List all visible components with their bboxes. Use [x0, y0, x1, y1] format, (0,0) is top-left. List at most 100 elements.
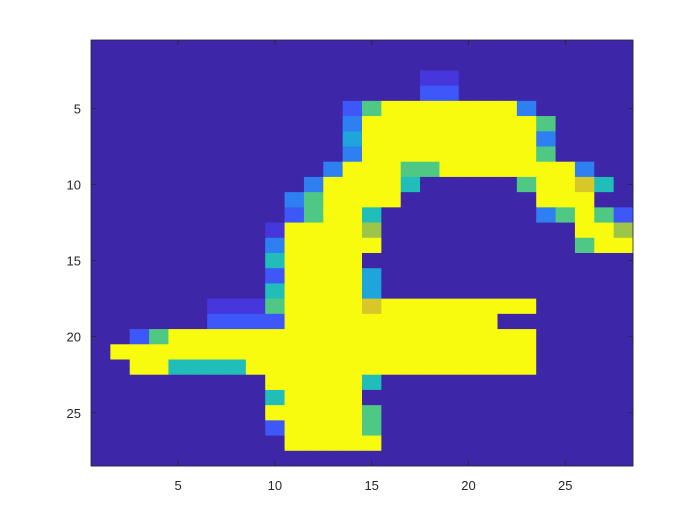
heatmap-cell	[400, 207, 421, 223]
heatmap-cell	[323, 237, 344, 254]
heatmap-cell	[458, 329, 479, 345]
heatmap-cell	[362, 131, 382, 147]
heatmap-cell	[458, 344, 479, 360]
heatmap-cell	[594, 192, 615, 208]
heatmap-cell	[497, 70, 518, 87]
heatmap-cell	[91, 207, 111, 223]
heatmap-cell	[594, 131, 615, 147]
heatmap-cell	[149, 420, 169, 436]
heatmap-cell	[420, 313, 440, 330]
heatmap-cell	[594, 374, 615, 391]
heatmap-cell	[497, 176, 518, 193]
heatmap-cell	[516, 207, 537, 223]
heatmap-cell	[362, 161, 382, 178]
heatmap-cell	[536, 313, 556, 330]
heatmap-cell	[420, 222, 440, 239]
heatmap-cell	[555, 374, 576, 391]
heatmap-cell	[362, 359, 382, 376]
heatmap-cell	[226, 192, 247, 208]
heatmap-cell	[458, 253, 479, 269]
heatmap-cell	[420, 237, 440, 254]
heatmap-cell	[323, 389, 344, 406]
heatmap-cell	[149, 374, 169, 391]
heatmap-cell	[110, 85, 131, 102]
heatmap-cell	[420, 40, 440, 56]
heatmap-cell	[129, 329, 150, 345]
heatmap-cell	[265, 146, 285, 163]
heatmap-cell	[110, 55, 131, 71]
heatmap-cell	[536, 268, 556, 284]
heatmap-cell	[613, 374, 634, 391]
heatmap-cell	[536, 176, 556, 193]
heatmap-cell	[168, 116, 189, 132]
heatmap-cell	[362, 253, 382, 269]
heatmap-cell	[574, 420, 595, 436]
heatmap-cell	[265, 329, 285, 345]
heatmap-cell	[555, 359, 576, 376]
y-axis: 5 10 15 20 25	[67, 101, 633, 421]
heatmap-cell	[439, 131, 460, 147]
heatmap-cell	[420, 359, 440, 376]
heatmap-cell	[342, 253, 363, 269]
heatmap-cell	[149, 344, 169, 360]
heatmap-cell	[516, 176, 537, 193]
heatmap-cell	[420, 192, 440, 208]
heatmap-cell	[574, 298, 595, 315]
heatmap-cell	[342, 359, 363, 376]
heatmap-cell	[303, 313, 324, 330]
heatmap-cell	[323, 40, 344, 56]
heatmap-cell	[226, 359, 247, 376]
heatmap-cell	[574, 176, 595, 193]
heatmap-cell	[516, 192, 537, 208]
heatmap-cell	[303, 344, 324, 360]
heatmap-cell	[478, 374, 498, 391]
heatmap-cell	[381, 100, 402, 117]
heatmap-cell	[439, 313, 460, 330]
heatmap-cell	[574, 374, 595, 391]
x-tick-label: 15	[364, 478, 378, 493]
heatmap-cell	[458, 85, 479, 102]
heatmap-cell	[555, 70, 576, 87]
heatmap-cell	[536, 389, 556, 406]
heatmap-cell	[458, 313, 479, 330]
heatmap-cell	[439, 344, 460, 360]
heatmap-cell	[478, 192, 498, 208]
heatmap-cell	[420, 176, 440, 193]
heatmap-cell	[91, 435, 111, 452]
heatmap-cell	[284, 237, 305, 254]
heatmap-cell	[284, 70, 305, 87]
heatmap-cell	[187, 161, 208, 178]
heatmap-cell	[439, 237, 460, 254]
heatmap-cell	[207, 116, 227, 132]
heatmap-cell	[91, 253, 111, 269]
heatmap-cell	[265, 70, 285, 87]
heatmap-cell	[497, 131, 518, 147]
heatmap-cell	[323, 222, 344, 239]
heatmap-cell	[613, 298, 634, 315]
heatmap-cell	[265, 435, 285, 452]
heatmap-cell	[574, 85, 595, 102]
heatmap-cell	[129, 131, 150, 147]
x-axis: 5 10 15 20 25	[174, 40, 572, 493]
heatmap-cell	[362, 420, 382, 436]
heatmap-cell	[420, 161, 440, 178]
heatmap-cell	[149, 389, 169, 406]
heatmap-cell	[303, 70, 324, 87]
heatmap-cell	[207, 222, 227, 239]
heatmap-cell	[478, 268, 498, 284]
heatmap-cell	[149, 268, 169, 284]
heatmap-cell	[265, 85, 285, 102]
heatmap-cell	[555, 55, 576, 71]
heatmap-cell	[342, 70, 363, 87]
heatmap-cell	[168, 374, 189, 391]
heatmap-cell	[110, 389, 131, 406]
heatmap-cell	[381, 176, 402, 193]
heatmap-cell	[303, 237, 324, 254]
heatmap-cell	[129, 298, 150, 315]
heatmap-cell	[91, 450, 111, 467]
heatmap-cell	[168, 40, 189, 56]
heatmap-cell	[439, 283, 460, 300]
heatmap-cell	[613, 253, 634, 269]
heatmap-cell	[284, 374, 305, 391]
heatmap-cell	[381, 420, 402, 436]
